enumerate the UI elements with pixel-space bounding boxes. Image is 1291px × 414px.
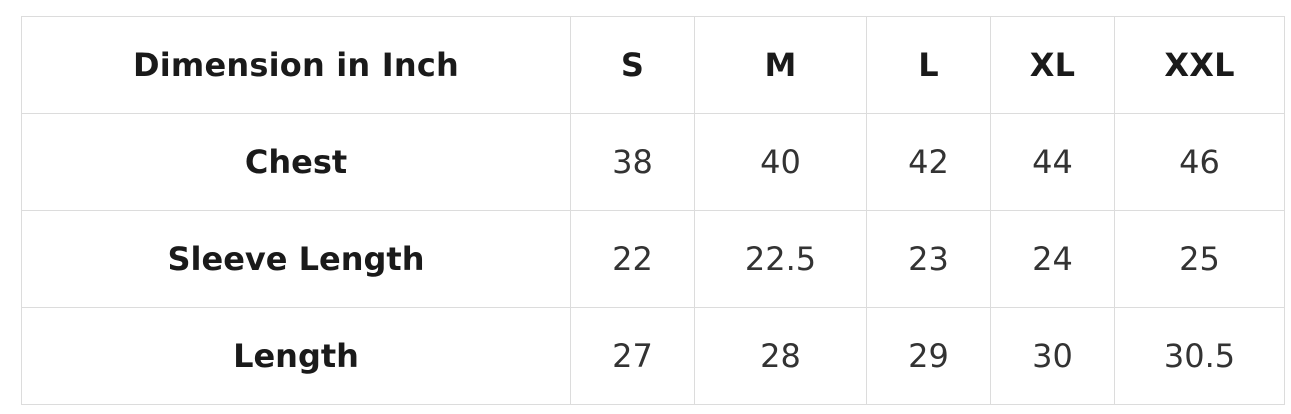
table-cell: 30 [990,307,1115,405]
table-cell: 22 [570,210,695,308]
table-cell: 27 [570,307,695,405]
table-header-row: Dimension in Inch S M L XL XXL [21,16,1285,114]
table-cell: 46 [1114,113,1285,211]
header-size-xxl: XXL [1114,16,1285,114]
table-row: Chest 38 40 42 44 46 [21,113,1285,211]
size-chart-table: Dimension in Inch S M L XL XXL Chest 38 … [21,16,1285,405]
table-cell: 28 [694,307,867,405]
header-size-xl: XL [990,16,1115,114]
header-size-m: M [694,16,867,114]
header-size-s: S [570,16,695,114]
table-cell: 38 [570,113,695,211]
header-size-l: L [866,16,991,114]
table-cell: 42 [866,113,991,211]
table-cell: 40 [694,113,867,211]
header-dimension-label: Dimension in Inch [21,16,571,114]
table-cell: 24 [990,210,1115,308]
table-cell: 29 [866,307,991,405]
row-label-sleeve-length: Sleeve Length [21,210,571,308]
table-row: Length 27 28 29 30 30.5 [21,307,1285,405]
table-cell: 44 [990,113,1115,211]
row-label-chest: Chest [21,113,571,211]
table-cell: 23 [866,210,991,308]
table-cell: 22.5 [694,210,867,308]
row-label-length: Length [21,307,571,405]
table-row: Sleeve Length 22 22.5 23 24 25 [21,210,1285,308]
table-cell: 30.5 [1114,307,1285,405]
table-cell: 25 [1114,210,1285,308]
